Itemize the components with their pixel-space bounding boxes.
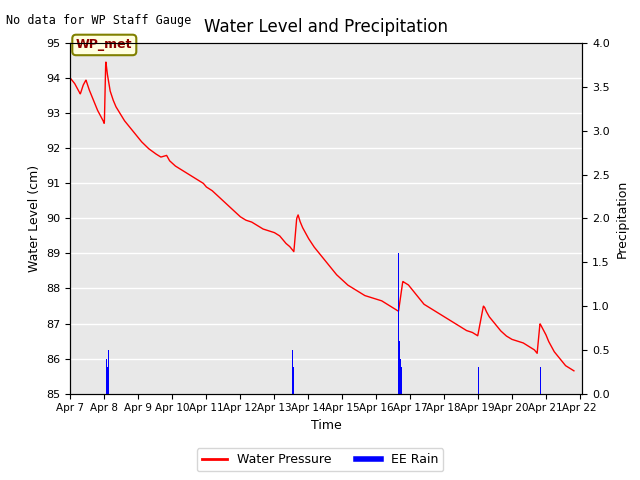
Water Pressure xyxy=(102,59,109,65)
Y-axis label: Precipitation: Precipitation xyxy=(616,179,628,258)
Text: WP_met: WP_met xyxy=(76,38,132,51)
Water Pressure xyxy=(570,368,578,374)
Water Pressure xyxy=(298,224,306,229)
Title: Water Level and Precipitation: Water Level and Precipitation xyxy=(204,18,449,36)
Line: Water Pressure: Water Pressure xyxy=(70,62,574,371)
Water Pressure xyxy=(556,355,563,361)
Water Pressure xyxy=(92,104,100,110)
Legend: Water Pressure, EE Rain: Water Pressure, EE Rain xyxy=(196,448,444,471)
Text: No data for WP Staff Gauge: No data for WP Staff Gauge xyxy=(6,14,191,27)
X-axis label: Time: Time xyxy=(311,419,342,432)
Water Pressure xyxy=(312,246,319,252)
Water Pressure xyxy=(556,355,563,361)
Y-axis label: Water Level (cm): Water Level (cm) xyxy=(28,165,41,272)
Water Pressure xyxy=(67,75,74,81)
Water Pressure xyxy=(463,328,471,334)
